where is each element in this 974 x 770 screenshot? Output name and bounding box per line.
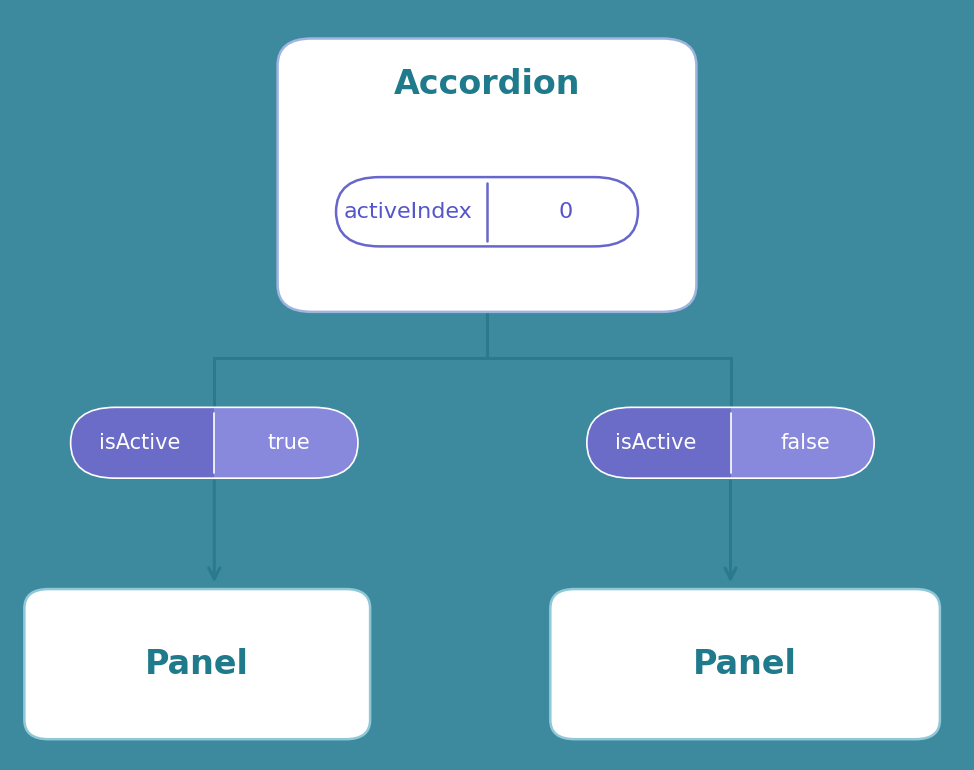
- FancyBboxPatch shape: [586, 407, 875, 478]
- Bar: [214, 407, 403, 478]
- Text: Accordion: Accordion: [393, 69, 581, 101]
- Text: isActive: isActive: [99, 433, 180, 453]
- Text: 0: 0: [558, 202, 573, 222]
- FancyBboxPatch shape: [550, 589, 940, 739]
- Text: false: false: [780, 433, 830, 453]
- FancyBboxPatch shape: [336, 177, 638, 246]
- Text: activeIndex: activeIndex: [344, 202, 472, 222]
- Bar: [730, 407, 919, 478]
- FancyBboxPatch shape: [278, 38, 696, 312]
- Text: Panel: Panel: [693, 648, 797, 681]
- Text: true: true: [268, 433, 311, 453]
- Text: Panel: Panel: [145, 648, 249, 681]
- FancyBboxPatch shape: [24, 589, 370, 739]
- Bar: [487, 177, 682, 246]
- FancyBboxPatch shape: [71, 407, 358, 478]
- Text: isActive: isActive: [616, 433, 696, 453]
